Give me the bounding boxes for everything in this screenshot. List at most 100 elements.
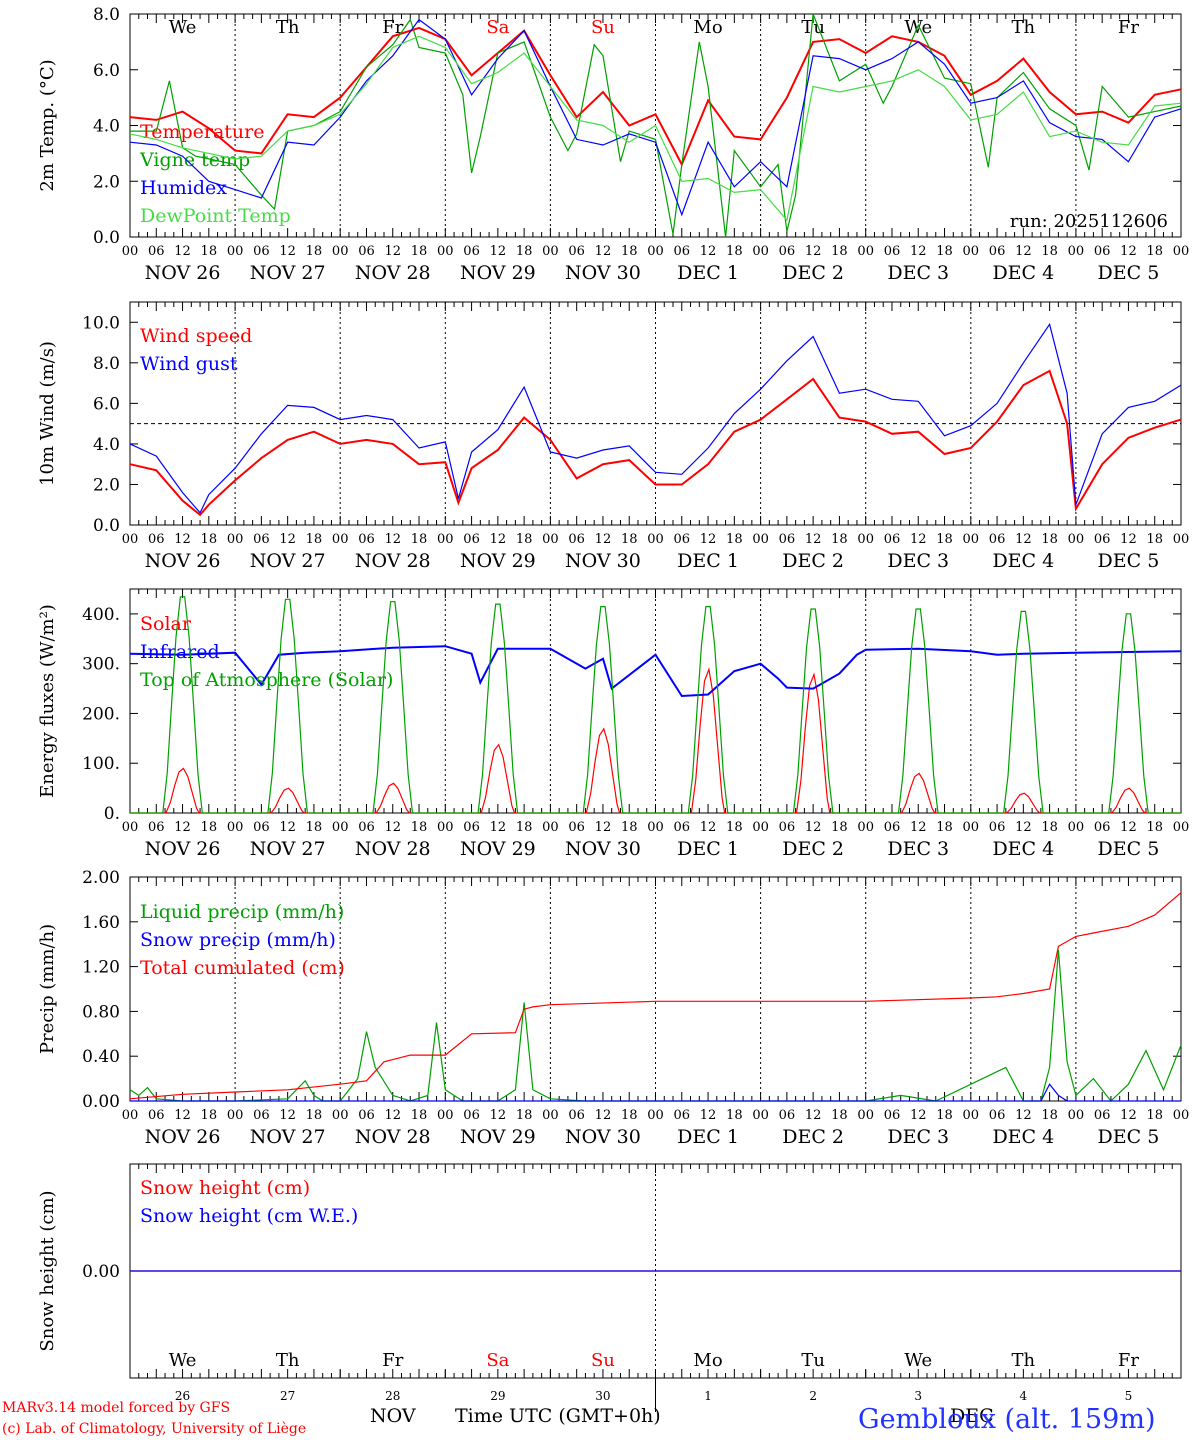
series-line-temperature xyxy=(129,26,1182,167)
time-tick-label: 12 xyxy=(910,820,927,835)
time-tick-label: 06 xyxy=(148,1108,165,1123)
legend-entry: Vigne temp xyxy=(139,149,250,171)
time-tick-label: 18 xyxy=(621,820,638,835)
y-tick-label: 10.0 xyxy=(82,313,120,333)
weekday-label: Su xyxy=(591,1350,615,1371)
run-annotation: run: 2025112606 xyxy=(1010,211,1168,232)
time-tick-label: 06 xyxy=(674,1108,691,1123)
time-tick-label: 00 xyxy=(332,244,349,259)
day-number: 27 xyxy=(280,1389,295,1403)
day-label: DEC 2 xyxy=(782,262,844,284)
time-tick-label: 12 xyxy=(1120,820,1137,835)
time-tick-label: 12 xyxy=(910,1108,927,1123)
weekday-label: Su xyxy=(591,17,615,38)
time-tick-label: 18 xyxy=(411,532,428,547)
time-tick-label: 12 xyxy=(279,1108,296,1123)
day-number: 28 xyxy=(385,1389,400,1403)
y-tick-label: 0.40 xyxy=(82,1047,120,1067)
legend-entry: Solar xyxy=(140,613,192,635)
y-tick-label: 2.0 xyxy=(93,475,120,495)
day-label: DEC 5 xyxy=(1098,262,1160,284)
day-label: DEC 3 xyxy=(887,1126,949,1148)
time-tick-label: 12 xyxy=(595,532,612,547)
y-tick-label: 8.0 xyxy=(93,5,120,25)
time-tick-label: 12 xyxy=(490,820,507,835)
time-tick-label: 12 xyxy=(1015,532,1032,547)
time-tick-label: 06 xyxy=(884,820,901,835)
weekday-label: Th xyxy=(276,1350,300,1371)
time-tick-label: 00 xyxy=(1173,1108,1190,1123)
series-line-liquid-precip-mm-h- xyxy=(129,949,1182,1102)
time-tick-label: 18 xyxy=(1041,244,1058,259)
time-tick-label: 06 xyxy=(1094,244,1111,259)
time-tick-label: 06 xyxy=(989,244,1006,259)
y-axis-label: 2m Temp. (°C) xyxy=(37,59,58,191)
time-tick-label: 00 xyxy=(122,820,139,835)
time-tick-label: 00 xyxy=(437,820,454,835)
day-label: DEC 2 xyxy=(782,1126,844,1148)
weekday-label: Mo xyxy=(693,17,722,38)
month-label-nov: NOV xyxy=(370,1405,416,1427)
time-tick-label: 00 xyxy=(1173,244,1190,259)
time-tick-label: 06 xyxy=(568,244,585,259)
time-tick-label: 00 xyxy=(963,1108,980,1123)
time-tick-label: 00 xyxy=(647,532,664,547)
time-tick-label: 00 xyxy=(437,1108,454,1123)
day-number: 30 xyxy=(595,1389,610,1403)
time-tick-label: 12 xyxy=(1015,1108,1032,1123)
weekday-label: Th xyxy=(1012,1350,1036,1371)
time-tick-label: 18 xyxy=(621,244,638,259)
time-tick-label: 18 xyxy=(516,532,533,547)
time-tick-label: 06 xyxy=(884,532,901,547)
day-label: NOV 29 xyxy=(460,838,536,860)
time-tick-label: 18 xyxy=(936,820,953,835)
model-credit: MARv3.14 model forced by GFS xyxy=(2,1400,230,1416)
time-tick-label: 06 xyxy=(989,820,1006,835)
time-tick-label: 00 xyxy=(227,820,244,835)
day-label: NOV 27 xyxy=(250,550,326,572)
time-tick-label: 18 xyxy=(936,244,953,259)
weekday-label: Fr xyxy=(1118,17,1139,38)
time-tick-label: 12 xyxy=(1015,244,1032,259)
time-tick-label: 06 xyxy=(884,244,901,259)
legend-entry: Snow height (cm W.E.) xyxy=(140,1205,358,1227)
time-tick-label: 12 xyxy=(279,244,296,259)
time-tick-label: 00 xyxy=(1068,820,1085,835)
time-tick-label: 00 xyxy=(647,244,664,259)
y-tick-label: 200. xyxy=(82,704,120,724)
legend-entry: Liquid precip (mm/h) xyxy=(140,901,344,923)
legend-entry: Snow height (cm) xyxy=(140,1177,310,1199)
time-tick-label: 18 xyxy=(201,532,218,547)
time-tick-label: 00 xyxy=(542,820,559,835)
panel-4: 0.00 0.40 0.80 1.20 1.60 2.00 Precip (mm/h) 00 0… xyxy=(37,868,1189,1148)
day-label: NOV 29 xyxy=(460,262,536,284)
time-tick-label: 06 xyxy=(1094,1108,1111,1123)
time-tick-label: 06 xyxy=(358,1108,375,1123)
day-number: 4 xyxy=(1020,1389,1028,1403)
legend-entry: Temperature xyxy=(140,121,264,143)
time-tick-label: 06 xyxy=(568,820,585,835)
day-label: NOV 30 xyxy=(565,262,641,284)
time-tick-label: 06 xyxy=(358,244,375,259)
legend-entry: Top of Atmosphere (Solar) xyxy=(140,669,393,691)
time-tick-label: 18 xyxy=(1146,1108,1163,1123)
time-tick-label: 18 xyxy=(201,244,218,259)
time-tick-label: 12 xyxy=(1120,244,1137,259)
day-number: 26 xyxy=(175,1389,190,1403)
panel-1: 0.0 2.0 4.0 6.0 8.0 2m Temp. (°C) 00 06 12 18 00 06… xyxy=(37,5,1189,284)
weekday-label: Sa xyxy=(486,17,509,38)
day-label: DEC 4 xyxy=(992,838,1054,860)
time-tick-label: 12 xyxy=(700,820,717,835)
time-tick-label: 00 xyxy=(647,820,664,835)
time-tick-label: 18 xyxy=(306,532,323,547)
time-tick-label: 06 xyxy=(463,532,480,547)
time-tick-label: 06 xyxy=(779,532,796,547)
time-tick-label: 00 xyxy=(752,532,769,547)
time-tick-label: 00 xyxy=(857,1108,874,1123)
time-tick-label: 00 xyxy=(542,244,559,259)
day-label: DEC 3 xyxy=(887,550,949,572)
time-tick-label: 06 xyxy=(674,820,691,835)
time-tick-label: 00 xyxy=(1173,532,1190,547)
weekday-label: Fr xyxy=(382,1350,403,1371)
time-tick-label: 00 xyxy=(1068,244,1085,259)
